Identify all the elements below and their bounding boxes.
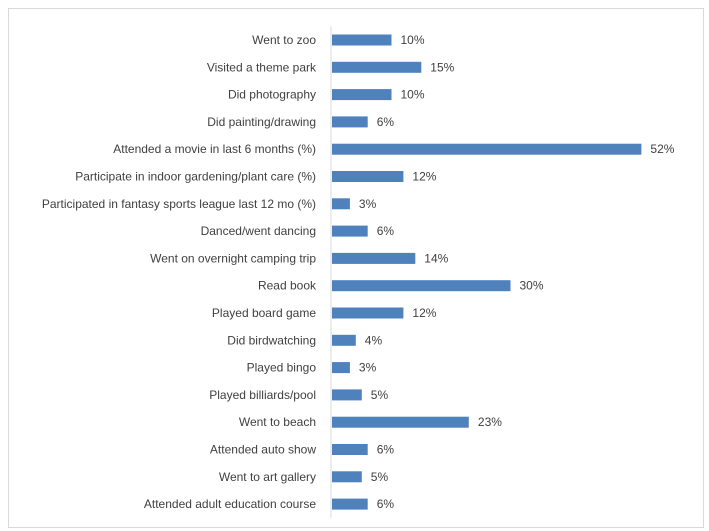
data-label: 15% [430, 60, 454, 74]
data-label: 6% [377, 115, 395, 129]
category-label: Participated in fantasy sports league la… [42, 197, 316, 211]
bar [332, 307, 404, 319]
category-label: Visited a theme park [207, 60, 317, 74]
category-label: Danced/went dancing [201, 224, 316, 238]
category-label: Did birdwatching [227, 333, 316, 347]
category-label: Did painting/drawing [207, 115, 316, 129]
bar [332, 116, 368, 128]
data-label: 12% [412, 306, 436, 320]
bar [332, 416, 469, 428]
data-label: 3% [359, 197, 377, 211]
data-label: 6% [377, 497, 395, 511]
category-label: Went to art gallery [219, 470, 316, 484]
bar [332, 143, 642, 155]
category-label: Attended a movie in last 6 months (%) [113, 142, 316, 156]
data-label: 4% [365, 333, 383, 347]
category-label: Did photography [228, 88, 316, 102]
category-label: Attended auto show [210, 443, 316, 457]
bar [332, 225, 368, 237]
bar [332, 362, 350, 374]
bar [332, 89, 392, 101]
bar [332, 444, 368, 455]
data-label: 30% [520, 279, 544, 293]
data-label: 52% [650, 142, 674, 156]
bar [332, 334, 356, 346]
data-label: 14% [424, 251, 448, 265]
category-label: Attended adult education course [144, 497, 316, 511]
data-label: 6% [377, 443, 395, 457]
data-label: 3% [359, 361, 377, 375]
bar [332, 280, 511, 292]
bars-group [332, 34, 642, 510]
bar [332, 389, 362, 401]
bar [332, 34, 392, 46]
data-label: 23% [478, 415, 502, 429]
bar [332, 61, 422, 73]
category-label: Read book [258, 279, 317, 293]
bar [332, 171, 404, 182]
category-label: Played board game [212, 306, 316, 320]
bar [332, 198, 350, 210]
data-label: 12% [412, 170, 436, 184]
category-label: Went on overnight camping trip [150, 251, 316, 265]
category-label: Went to zoo [252, 33, 316, 47]
data-label: 5% [371, 470, 389, 484]
category-label: Played bingo [247, 361, 317, 375]
category-label: Went to beach [239, 415, 316, 429]
labels-group: Went to zoo 10% Visited a theme park 15% Did… [42, 33, 675, 511]
bar [332, 471, 362, 483]
category-label: Participate in indoor gardening/plant ca… [75, 170, 316, 184]
bar [332, 498, 368, 510]
category-label: Played billiards/pool [209, 388, 316, 402]
data-label: 6% [377, 224, 395, 238]
bar [332, 252, 416, 264]
data-label: 10% [401, 88, 425, 102]
data-label: 5% [371, 388, 389, 402]
data-label: 10% [401, 33, 425, 47]
